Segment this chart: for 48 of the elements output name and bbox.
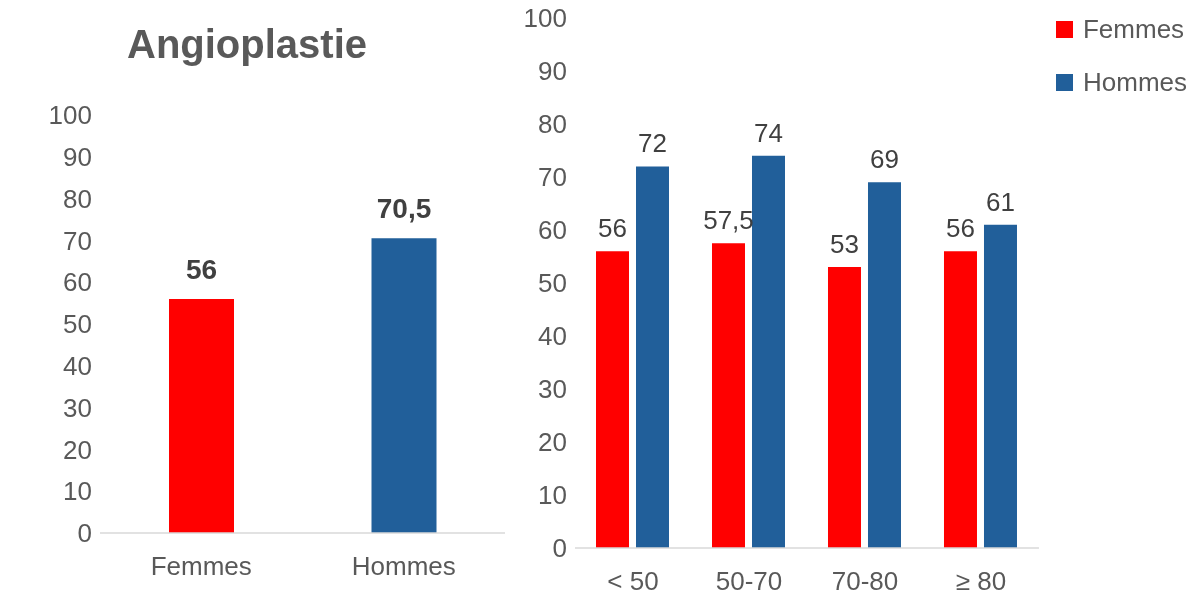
y-tick-label: 90 [538,56,567,87]
y-tick-label: 30 [538,374,567,405]
bar [752,155,785,548]
x-tick-label: Femmes [150,551,252,582]
bar [827,267,861,548]
y-tick-label: 0 [77,518,92,549]
bar [596,251,629,548]
legend-label: Femmes [1082,14,1185,45]
y-tick-label: 10 [63,476,92,507]
data-label: 69 [870,144,899,175]
data-label: 56 [598,213,627,244]
bar [983,224,1017,548]
y-tick-label: 50 [63,309,92,340]
bar [636,166,669,548]
legend-label: Hommes [1082,67,1187,98]
x-tick-label: 70-80 [831,566,899,597]
y-tick-label: 20 [538,427,567,458]
data-label: 61 [986,186,1015,217]
y-tick-label: 20 [63,434,92,465]
y-tick-label: 30 [63,392,92,423]
y-tick-label: 40 [538,321,567,352]
y-tick-label: 70 [63,225,92,256]
x-tick-label: ≥ 80 [955,566,1007,597]
x-tick-label: Hommes [351,551,456,582]
y-tick-label: 80 [63,183,92,214]
bar [943,251,977,548]
data-label: 56 [946,213,975,244]
y-tick-label: 10 [538,480,567,511]
data-label: 72 [638,128,667,159]
data-label: 53 [830,229,859,260]
bar [712,243,745,548]
bar [867,182,901,548]
data-label: 56 [185,253,218,285]
x-tick-label: < 50 [607,566,659,597]
y-tick-label: 60 [63,267,92,298]
y-tick-label: 90 [63,142,92,173]
y-tick-label: 100 [48,100,92,131]
y-tick-label: 70 [538,162,567,193]
y-tick-label: 50 [538,268,567,299]
chart-title: Angioplastie [127,22,368,67]
data-label: 74 [754,117,783,148]
y-tick-label: 60 [538,215,567,246]
data-label: 70,5 [376,193,432,225]
y-tick-label: 40 [63,351,92,382]
x-tick-label: 50-70 [715,566,783,597]
y-tick-label: 80 [538,109,567,140]
y-tick-label: 0 [552,533,567,564]
y-tick-label: 100 [523,3,567,34]
